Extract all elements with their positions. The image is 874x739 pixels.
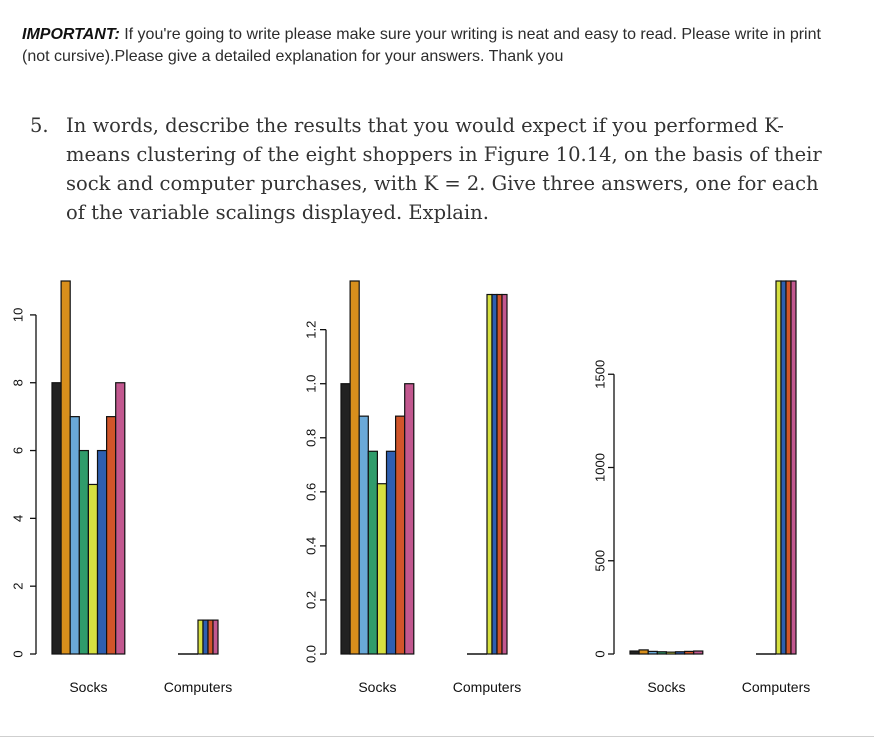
y-tick-label: 10 (11, 308, 26, 322)
category-label: Socks (69, 679, 107, 695)
category-label: Socks (647, 679, 685, 695)
y-tick-label: 6 (11, 447, 26, 454)
y-tick-label: 0.4 (304, 537, 319, 555)
y-tick-label: 1.2 (304, 321, 319, 339)
bar (638, 649, 649, 655)
category-label: Computers (742, 679, 810, 695)
bar (501, 293, 508, 655)
question-text: In words, describe the results that you … (66, 114, 822, 224)
bar (115, 382, 126, 655)
y-tick-label: 0.8 (304, 429, 319, 447)
important-label: IMPORTANT: (22, 26, 120, 43)
bar (385, 450, 397, 655)
y-tick-label: 1500 (593, 360, 608, 389)
instructions-text: If you're going to write please make sur… (22, 26, 821, 65)
bar (197, 619, 204, 655)
bar (674, 651, 686, 655)
y-tick-label: 500 (593, 550, 608, 572)
instructions-note: IMPORTANT: If you're going to write plea… (22, 24, 842, 68)
bar (665, 651, 677, 655)
category-label: Computers (453, 679, 521, 695)
bar (96, 449, 108, 655)
y-tick-label: 0.2 (304, 591, 319, 609)
y-tick-label: 1000 (593, 453, 608, 482)
bar (51, 382, 62, 655)
bar (69, 416, 80, 655)
question-block: 5. In words, describe the results that y… (30, 111, 830, 227)
bar (775, 280, 782, 655)
category-label: Computers (164, 679, 232, 695)
bottom-divider (0, 736, 874, 737)
question-number: 5. (30, 114, 49, 137)
y-tick-label: 2 (11, 583, 26, 590)
y-tick-label: 1.0 (304, 375, 319, 393)
bar (486, 293, 493, 655)
bar (60, 280, 71, 655)
bar (785, 280, 792, 655)
bar (395, 415, 406, 655)
category-label: Socks (358, 679, 396, 695)
bar (491, 293, 498, 655)
y-tick-label: 0.0 (304, 645, 319, 663)
bar (207, 619, 214, 655)
y-tick-label: 0 (593, 650, 608, 657)
bar (629, 650, 640, 655)
bar (404, 383, 415, 655)
bar (790, 280, 797, 655)
y-tick-label: 8 (11, 379, 26, 386)
bar (340, 383, 351, 655)
bar (693, 650, 704, 655)
bar (780, 280, 787, 655)
bar (78, 449, 90, 655)
y-tick-label: 4 (11, 515, 26, 522)
bar (367, 450, 378, 655)
bar (105, 416, 117, 655)
y-tick-label: 0.6 (304, 483, 319, 501)
y-tick-label: 0 (11, 650, 26, 657)
bar (349, 280, 360, 655)
bar (212, 619, 219, 655)
bar (656, 651, 667, 655)
bar (683, 650, 695, 655)
bar (376, 483, 388, 655)
bar (647, 650, 658, 655)
bar (87, 483, 99, 655)
bar (496, 293, 503, 655)
bar (202, 619, 209, 655)
bar (358, 415, 369, 655)
